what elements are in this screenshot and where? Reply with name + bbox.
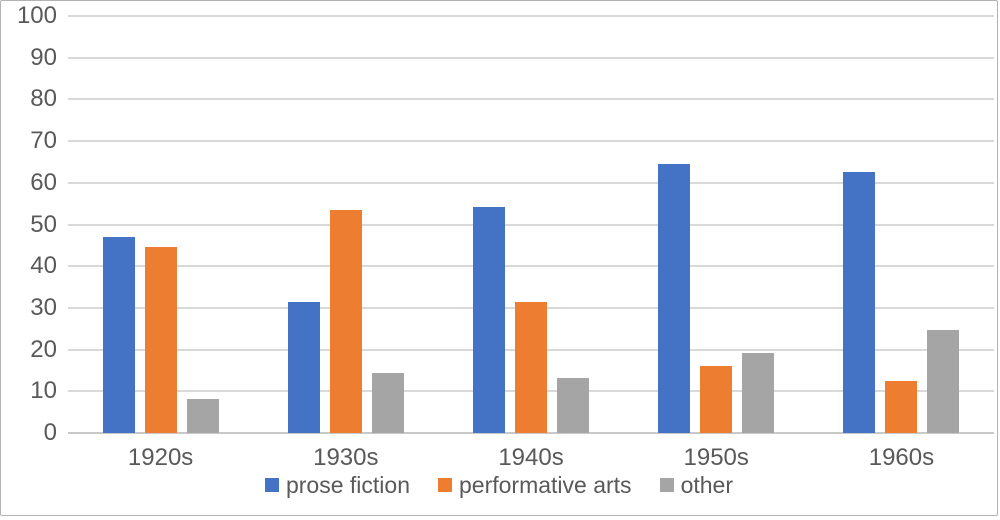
legend-swatch-icon (438, 478, 452, 492)
x-tick-label-1940s: 1940s (498, 444, 564, 471)
y-tick-label: 10 (30, 377, 57, 405)
bar-group-1960s (809, 16, 994, 433)
x-tick-label-1930s: 1930s (313, 444, 379, 471)
legend-swatch-icon (264, 478, 279, 492)
bar-1940s-performative-arts[interactable] (515, 302, 547, 433)
gridline (68, 265, 994, 268)
y-tick-label: 70 (30, 127, 57, 155)
bar-group-1930s (253, 16, 438, 433)
y-tick-label: 0 (43, 419, 57, 446)
y-tick-label: 30 (30, 293, 57, 321)
bar-1960s-prose-fiction[interactable] (843, 172, 876, 433)
legend-label: prose fiction (285, 472, 410, 498)
bar-1930s-prose-fiction[interactable] (287, 302, 320, 433)
bar-1930s-other[interactable] (371, 373, 404, 433)
bar-1920s-other[interactable] (186, 399, 219, 433)
gridline (68, 56, 994, 59)
bar-1930s-performative-arts[interactable] (329, 210, 362, 433)
y-tick-label: 80 (30, 85, 57, 113)
bar-1920s-prose-fiction[interactable] (102, 237, 135, 433)
bar-1940s-other[interactable] (557, 378, 589, 433)
y-tick-label: 100 (16, 2, 57, 29)
bar-group-1920s (68, 16, 253, 433)
x-axis: 1920s 1930s 1940s 1950s 1960s (68, 444, 994, 472)
x-tick-label-1960s: 1960s (868, 444, 935, 471)
y-tick-label: 50 (30, 210, 57, 238)
legend-item-other[interactable]: other (659, 472, 733, 498)
gridline (68, 98, 994, 101)
legend-label: other (680, 472, 733, 498)
legend-swatch-icon (659, 478, 674, 492)
y-tick-label: 20 (30, 335, 57, 363)
x-axis-line (68, 432, 994, 434)
y-tick-label: 60 (30, 168, 57, 196)
y-tick-label: 90 (30, 43, 57, 71)
bar-1940s-prose-fiction[interactable] (473, 207, 505, 433)
legend-label: performative arts (459, 472, 632, 498)
bar-1950s-performative-arts[interactable] (700, 366, 733, 433)
bar-1950s-other[interactable] (742, 353, 775, 433)
gridline (68, 181, 994, 184)
bar-1920s-performative-arts[interactable] (144, 247, 177, 433)
gridline (68, 15, 994, 17)
bar-group-1940s (438, 16, 623, 433)
bar-groups (68, 16, 994, 433)
plot-area (68, 15, 994, 434)
gridline (68, 223, 994, 226)
bar-1960s-performative-arts[interactable] (885, 381, 918, 433)
legend-item-performative-arts[interactable]: performative arts (438, 472, 632, 498)
x-tick-label-1920s: 1920s (127, 444, 194, 471)
gridline (68, 140, 994, 143)
bar-group-1950s (624, 16, 809, 433)
legend-item-prose-fiction[interactable]: prose fiction (264, 472, 410, 498)
y-tick-label: 40 (30, 252, 57, 280)
bar-1960s-other[interactable] (927, 330, 960, 433)
legend: prose fiction performative arts other (1, 472, 997, 498)
bar-1950s-prose-fiction[interactable] (658, 164, 691, 433)
x-tick-label-1950s: 1950s (683, 444, 749, 471)
